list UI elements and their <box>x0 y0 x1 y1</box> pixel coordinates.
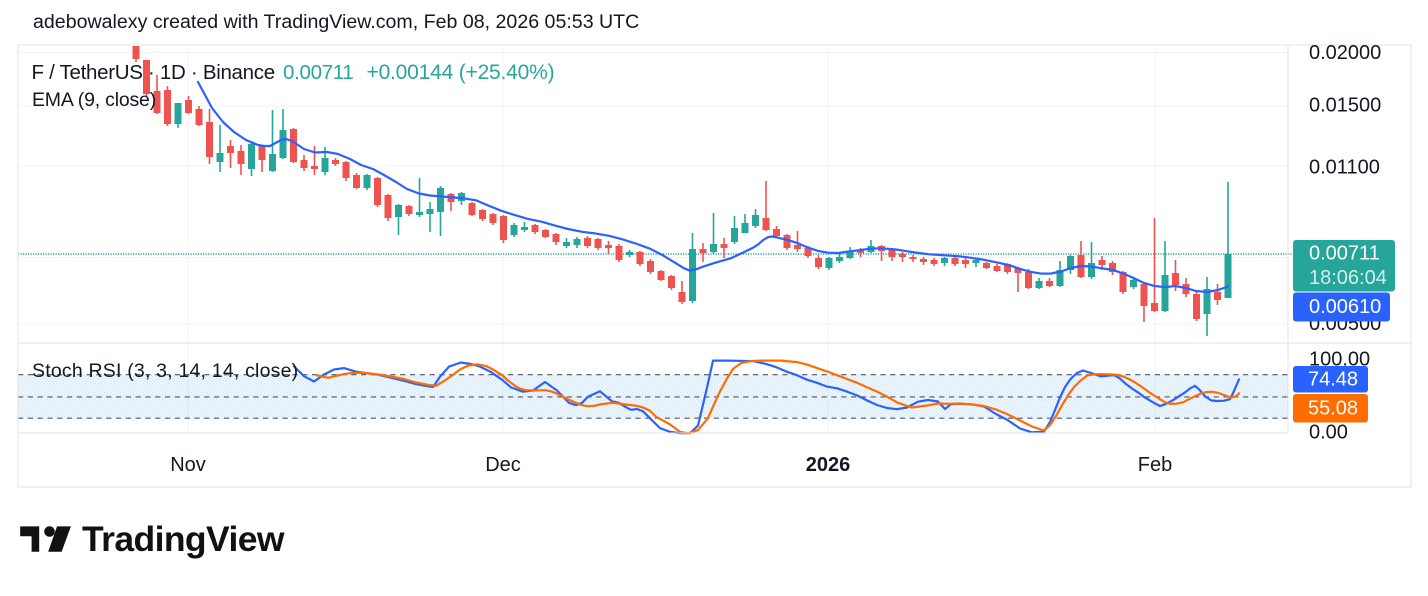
svg-text:Feb: Feb <box>1138 454 1172 476</box>
svg-text:0.00610: 0.00610 <box>1309 296 1381 318</box>
svg-text:Stoch RSI (3, 3, 14, 14, close: Stoch RSI (3, 3, 14, 14, close) <box>32 360 298 382</box>
svg-text:TradingView: TradingView <box>82 519 285 559</box>
svg-text:adebowalexy created with Tradi: adebowalexy created with TradingView.com… <box>33 11 639 33</box>
svg-text:100.00: 100.00 <box>1309 348 1370 370</box>
svg-text:+0.00144 (+25.40%): +0.00144 (+25.40%) <box>367 61 555 84</box>
svg-text:0.02000: 0.02000 <box>1309 42 1381 64</box>
svg-text:55.08: 55.08 <box>1308 398 1358 420</box>
svg-text:0.01500: 0.01500 <box>1309 95 1381 117</box>
svg-text:18:06:04: 18:06:04 <box>1309 267 1387 289</box>
svg-text:74.48: 74.48 <box>1308 369 1358 391</box>
svg-text:Dec: Dec <box>485 454 521 476</box>
svg-text:0.01100: 0.01100 <box>1309 157 1380 179</box>
svg-text:EMA (9, close): EMA (9, close) <box>32 89 156 111</box>
svg-text:0.00711: 0.00711 <box>283 61 353 84</box>
svg-text:0.00: 0.00 <box>1309 421 1348 443</box>
svg-text:0.00711: 0.00711 <box>1309 243 1380 265</box>
svg-text:2026: 2026 <box>806 454 851 476</box>
svg-text:Nov: Nov <box>170 454 206 476</box>
svg-text:F / TetherUS · 1D · Binance: F / TetherUS · 1D · Binance <box>32 61 275 84</box>
